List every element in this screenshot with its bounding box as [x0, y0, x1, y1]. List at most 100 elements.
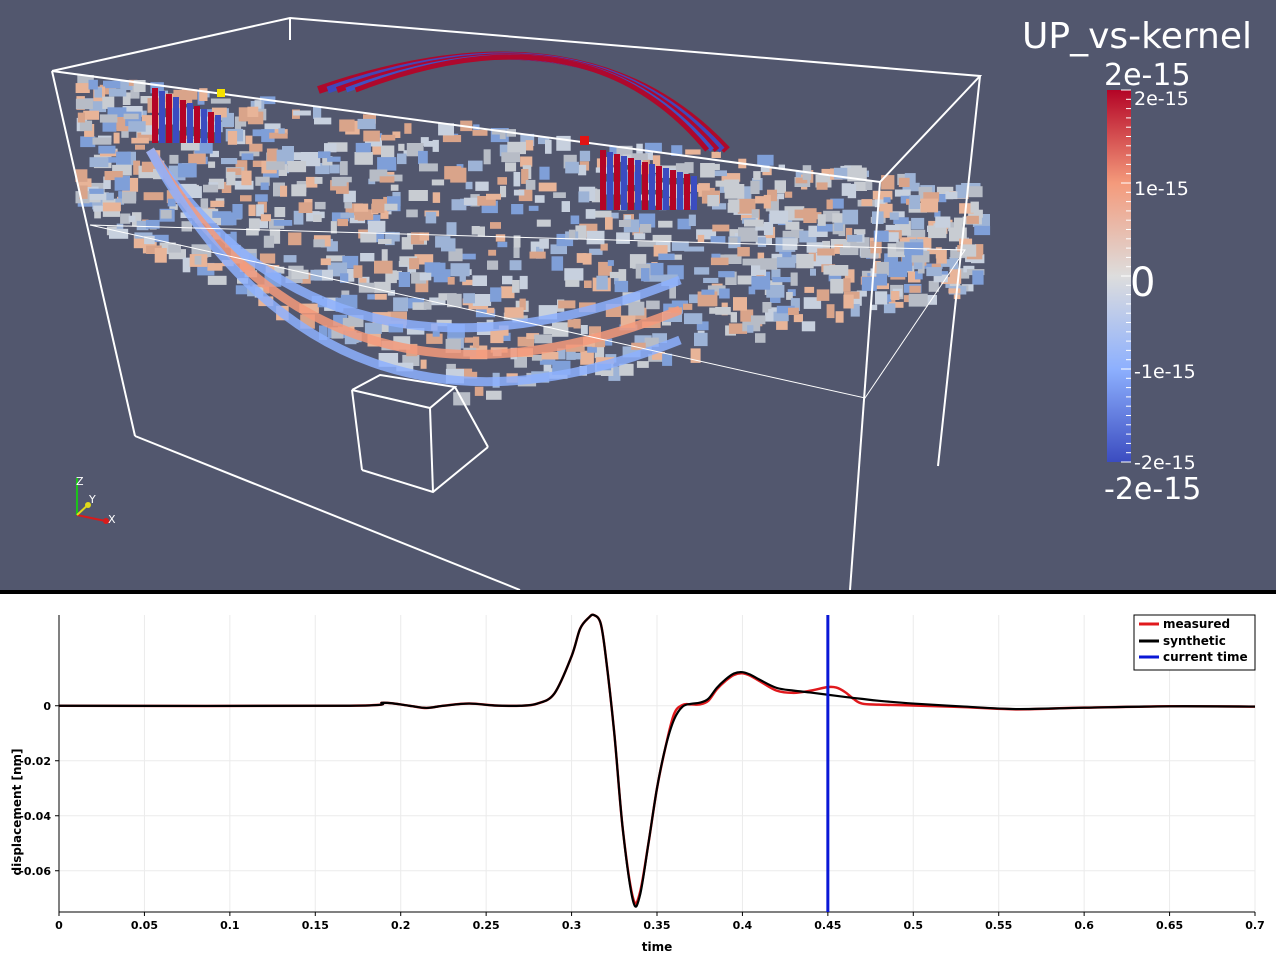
voxel [804, 286, 815, 293]
kernel-stripe [208, 112, 214, 143]
voxel [778, 164, 785, 170]
voxel [923, 192, 940, 202]
voxel [740, 309, 754, 322]
voxel [830, 198, 844, 209]
render-view[interactable]: Z Y X UP_vs-kernel 2e-15 2e-15 1e-15 0 -… [0, 0, 1276, 590]
voxel [885, 224, 900, 231]
voxel [247, 106, 259, 117]
voxel [762, 302, 772, 313]
voxel [698, 183, 710, 197]
voxel [431, 179, 445, 186]
voxel [133, 80, 146, 92]
voxel [221, 184, 232, 193]
voxel [519, 275, 528, 290]
voxel [404, 123, 412, 134]
voxel [889, 212, 899, 220]
voxel [513, 246, 520, 258]
voxel [113, 132, 120, 144]
receiver-marker [217, 89, 225, 97]
voxel [561, 201, 570, 212]
x-tick-label: 0.05 [131, 919, 158, 932]
voxel [357, 118, 376, 130]
voxel [194, 255, 202, 265]
voxel [341, 290, 350, 298]
kernel-stripe [691, 176, 697, 210]
voxel [773, 311, 789, 322]
voxel [406, 209, 418, 218]
voxel [424, 141, 434, 147]
kernel-stripe [159, 91, 165, 143]
colorbar-tick-m1e: -1e-15 [1134, 361, 1196, 383]
voxel [733, 297, 747, 311]
voxel [830, 278, 844, 294]
kernel-band [146, 147, 682, 387]
voxel [261, 129, 275, 143]
voxel [108, 88, 127, 97]
voxel [327, 156, 341, 162]
voxel [534, 334, 553, 344]
voxel [628, 301, 645, 316]
voxel [954, 268, 970, 279]
voxel [684, 193, 696, 205]
voxel [447, 293, 462, 308]
colorbar-tick-1e: 1e-15 [1134, 178, 1189, 200]
voxel [908, 271, 921, 283]
voxel [536, 219, 551, 227]
voxel [939, 271, 949, 278]
voxel [525, 140, 534, 151]
chart-legend[interactable]: measured synthetic current time [1133, 614, 1256, 671]
voxel [928, 226, 947, 239]
voxel [751, 315, 766, 325]
voxel [358, 282, 375, 293]
voxel [744, 219, 764, 227]
voxel [209, 150, 219, 158]
voxel [468, 160, 483, 172]
voxel [402, 354, 420, 366]
voxel [671, 241, 689, 251]
voxel [616, 232, 630, 244]
x-tick-label: 0.4 [733, 919, 753, 932]
voxel [330, 221, 337, 234]
voxel [539, 166, 550, 180]
voxel [500, 185, 507, 198]
voxel-field [75, 51, 991, 406]
voxel [210, 98, 231, 104]
voxel [847, 183, 857, 199]
voxel [646, 300, 660, 310]
voxel [712, 203, 727, 210]
voxel [796, 253, 814, 269]
voxel [788, 307, 799, 315]
line-chart-view[interactable]: 0 0.05 0.1 0.15 0.2 0.25 0.3 0.35 0.4 0.45 0.5 0.55… [0, 594, 1276, 964]
voxel [962, 186, 983, 198]
voxel [137, 132, 155, 141]
voxel [246, 228, 259, 236]
voxel [872, 190, 893, 200]
voxel [513, 189, 525, 196]
voxel [830, 239, 850, 250]
voxel [963, 265, 975, 273]
kernel-stripe [215, 115, 221, 143]
voxel [118, 191, 126, 203]
voxel [893, 217, 909, 225]
voxel [447, 277, 455, 285]
voxel [538, 137, 550, 145]
voxel [465, 181, 473, 190]
voxel [663, 197, 675, 206]
voxel [578, 191, 590, 203]
voxel [463, 197, 483, 206]
voxel [639, 224, 652, 233]
voxel [471, 226, 480, 235]
voxel [684, 162, 694, 174]
voxel [974, 225, 991, 236]
voxel [911, 217, 925, 230]
waveform-chart[interactable]: 0 0.05 0.1 0.15 0.2 0.25 0.3 0.35 0.4 0.45 0.5 0.55… [0, 594, 1276, 964]
voxel [636, 361, 649, 368]
voxel [578, 164, 587, 176]
voxel [462, 279, 479, 286]
voxel [463, 293, 475, 304]
voxel [93, 205, 104, 212]
kernel-3d-scene[interactable]: Z Y X [0, 0, 1276, 590]
voxel [558, 300, 576, 309]
voxel [888, 301, 904, 308]
view-divider[interactable] [0, 590, 1276, 594]
